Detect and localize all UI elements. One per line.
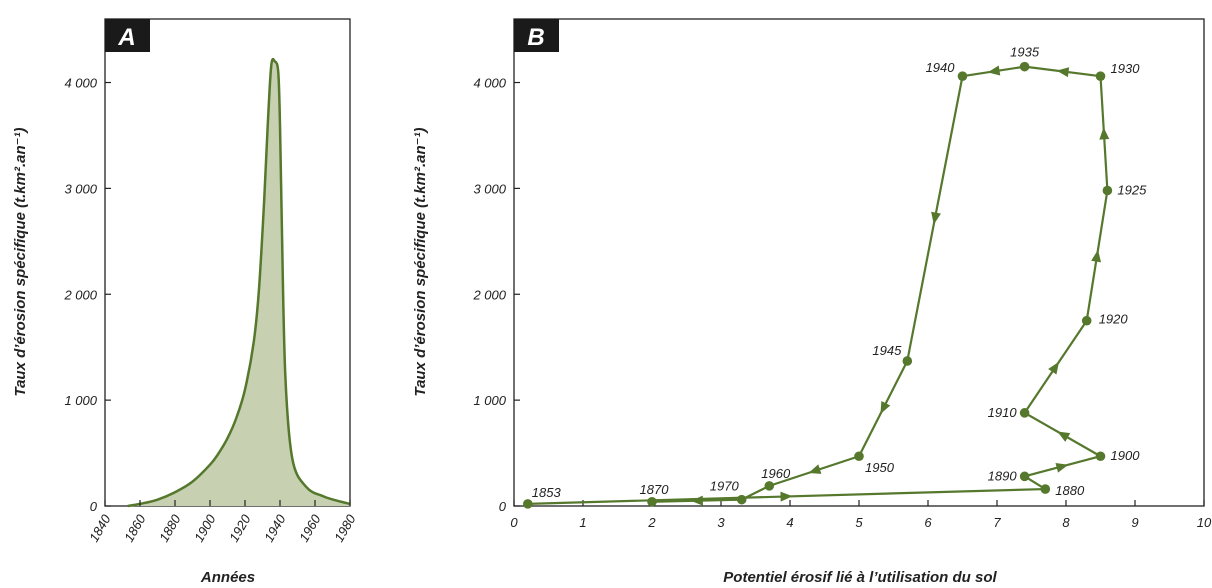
panel-b-ylabel: Taux d’érosion spécifique (t.km².an⁻¹)	[412, 127, 429, 396]
panel-b-year-label: 1930	[1111, 61, 1141, 76]
panel-a-badge	[105, 19, 150, 52]
panel-b-xlabel: Potentiel érosif lié à l’utilisation du …	[723, 569, 997, 586]
panel-b-direction-arrow	[1048, 361, 1060, 375]
panel-a-xtick-label: 1960	[296, 511, 324, 544]
panel-b-xtick-label: 9	[1131, 515, 1138, 530]
panel-a-ytick-label: 2 000	[63, 287, 97, 302]
panel-b-direction-arrow	[808, 464, 822, 474]
panel-b-point	[647, 496, 657, 507]
panel-b-direction-arrow	[1056, 67, 1070, 78]
panel-b-year-label: 1900	[1111, 448, 1141, 463]
panel-b-segment	[741, 484, 770, 501]
panel-b-point	[1095, 71, 1106, 81]
panel-b-year-label: 1853	[532, 485, 562, 500]
panel-b-xtick-label: 8	[1062, 515, 1070, 530]
panel-b-ytick-label: 3 000	[473, 181, 506, 196]
panel-a-curve	[127, 57, 351, 508]
panel-b-year-label: 1945	[872, 343, 902, 358]
panel-b-point	[957, 71, 968, 81]
panel-b-xtick-label: 0	[510, 515, 518, 530]
panel-b-year-label: 1890	[988, 468, 1018, 483]
panel-b-point	[902, 356, 913, 366]
panel-b-xtick-label: 1	[579, 515, 586, 530]
panel-b-letter: B	[527, 24, 544, 51]
panel-b-point	[1102, 185, 1113, 196]
panel-a: A Taux d’érosion spécifique (t.km².an⁻¹)…	[12, 18, 359, 586]
panel-b-xtick-label: 5	[855, 515, 863, 530]
panel-b-direction-arrow	[1055, 463, 1069, 473]
panel-a-xtick-label: 1880	[156, 511, 184, 544]
panel-b-ytick-label: 4 000	[473, 76, 506, 91]
panel-b-point	[854, 451, 864, 462]
panel-b: B Taux d’érosion spécifique (t.km².an⁻¹)…	[412, 18, 1212, 586]
panel-a-frame	[104, 18, 351, 507]
panel-b-point	[1040, 484, 1051, 494]
panel-b-xtick-label: 3	[717, 515, 725, 530]
panel-b-xtick-label: 7	[993, 515, 1001, 530]
panel-a-ytick-label: 0	[90, 499, 98, 514]
panel-b-year-label: 1950	[865, 460, 895, 475]
panel-b-year-label: 1970	[710, 479, 740, 494]
panel-b-point	[1019, 408, 1030, 418]
panel-b-year-label: 1925	[1117, 183, 1147, 198]
panel-a-xtick-label: 1940	[261, 511, 289, 544]
panel-a-ytick-label: 4 000	[64, 76, 97, 91]
panel-b-point	[1095, 451, 1106, 462]
panel-a-xtick-label: 1920	[226, 511, 254, 544]
panel-b-point	[1019, 471, 1030, 482]
panel-b-xtick-label: 2	[647, 515, 656, 530]
panel-b-direction-arrow	[690, 495, 703, 506]
panel-a-xtick-label: 1980	[331, 511, 359, 544]
panel-b-xtick-label: 10	[1197, 515, 1212, 530]
panel-b-xtick-label: 4	[786, 515, 793, 530]
panel-b-direction-arrow	[880, 400, 891, 414]
panel-b-xtick-label: 6	[924, 515, 932, 530]
panel-b-ytick-label: 1 000	[473, 393, 506, 408]
panel-b-badge	[514, 19, 559, 52]
panel-b-direction-arrow	[780, 491, 793, 502]
panel-a-xtick-label: 1860	[121, 511, 149, 544]
panel-a-xtick-label: 1900	[191, 511, 219, 544]
panel-b-year-label: 1940	[926, 60, 956, 75]
panel-b-direction-arrow	[1091, 249, 1102, 263]
panel-a-area	[127, 59, 350, 507]
panel-a-ylabel: Taux d’érosion spécifique (t.km².an⁻¹)	[12, 127, 29, 396]
panel-b-point	[523, 499, 533, 509]
panel-b-point	[736, 494, 747, 505]
panel-b-direction-arrow	[987, 65, 1001, 76]
panel-a-xtick-label: 1840	[86, 511, 114, 544]
panel-b-year-label: 1880	[1055, 483, 1085, 498]
panel-a-xlabel: Années	[200, 569, 255, 586]
panel-b-year-label: 1935	[1010, 45, 1040, 60]
panel-b-ytick-label: 0	[499, 499, 507, 514]
panel-b-point	[1081, 315, 1092, 326]
panel-b-direction-arrow	[931, 211, 941, 225]
panel-b-ytick-label: 2 000	[472, 287, 506, 302]
panel-b-point	[1019, 61, 1030, 72]
panel-b-year-label: 1920	[1099, 312, 1129, 327]
panel-b-point	[764, 481, 775, 491]
panel-b-direction-arrow	[1057, 431, 1071, 442]
panel-b-year-label: 1960	[761, 466, 791, 481]
panel-a-ytick-label: 1 000	[64, 393, 97, 408]
panel-b-year-label: 1870	[640, 482, 670, 497]
panel-a-letter: A	[117, 24, 135, 51]
panel-b-direction-arrow	[1099, 127, 1110, 140]
panel-b-year-label: 1910	[988, 405, 1018, 420]
panel-a-ytick-label: 3 000	[64, 181, 97, 196]
